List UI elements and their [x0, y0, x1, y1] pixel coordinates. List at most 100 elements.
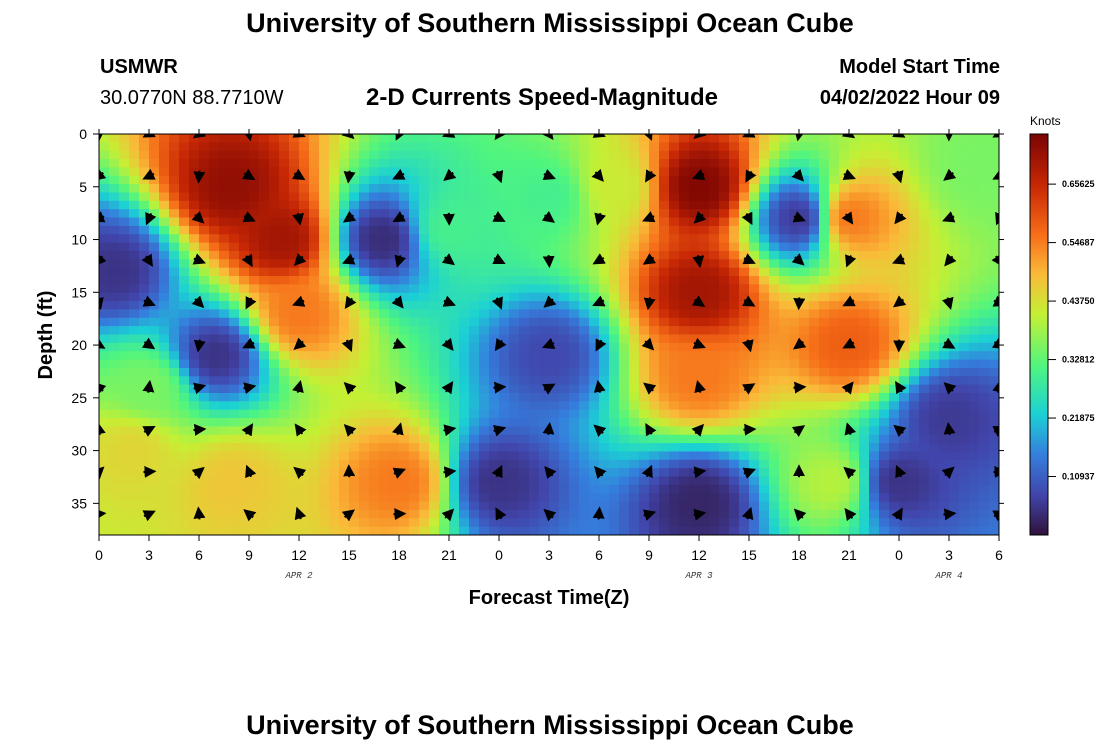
- heatmap-cell: [369, 250, 380, 260]
- current-vector-arrow: [842, 295, 856, 307]
- heatmap-cell: [559, 167, 570, 177]
- heatmap-cell: [749, 175, 760, 185]
- heatmap-cell: [719, 250, 730, 260]
- heatmap-cell: [249, 276, 260, 285]
- heatmap-cell: [679, 459, 690, 469]
- heatmap-cell: [889, 451, 900, 461]
- heatmap-cell: [969, 134, 980, 143]
- heatmap-cell: [859, 434, 870, 444]
- current-vector-arrow: [394, 254, 407, 268]
- heatmap-cell: [459, 476, 470, 486]
- heatmap-cell: [99, 301, 110, 311]
- heatmap-cell: [269, 367, 280, 377]
- heatmap-cell: [679, 493, 690, 503]
- heatmap-cell: [229, 284, 240, 294]
- heatmap-cell: [529, 192, 540, 202]
- heatmap-cell: [929, 250, 940, 260]
- heatmap-cell: [679, 142, 690, 152]
- heatmap-cell: [629, 359, 640, 369]
- heatmap-cell: [779, 392, 790, 402]
- current-vector-arrow: [294, 423, 307, 437]
- heatmap-cell: [669, 326, 680, 336]
- heatmap-cell: [309, 234, 320, 244]
- heatmap-cell: [679, 351, 690, 361]
- heatmap-cell: [849, 150, 860, 160]
- heatmap-cell: [559, 459, 570, 469]
- heatmap-cell: [269, 309, 280, 319]
- heatmap-cell: [639, 192, 650, 202]
- heatmap-cell: [989, 451, 999, 461]
- heatmap-cell: [449, 192, 460, 202]
- heatmap-cell: [489, 351, 500, 361]
- heatmap-cell: [139, 192, 150, 202]
- heatmap-cell: [329, 142, 340, 152]
- heatmap-cell: [209, 184, 220, 194]
- heatmap-cell: [429, 276, 440, 285]
- heatmap-cell: [489, 409, 500, 419]
- heatmap-cell: [529, 376, 540, 386]
- heatmap-cell: [979, 384, 990, 394]
- current-vector-arrow: [842, 337, 856, 349]
- heatmap-cell: [749, 242, 760, 252]
- heatmap-cell: [729, 493, 740, 503]
- heatmap-cell: [969, 225, 980, 235]
- heatmap-cell: [779, 326, 790, 336]
- heatmap-cell: [479, 334, 490, 344]
- heatmap-cell: [609, 184, 620, 194]
- heatmap-cell: [919, 351, 930, 361]
- heatmap-cell: [739, 476, 750, 486]
- heatmap-cell: [379, 167, 390, 177]
- heatmap-cell: [169, 418, 180, 427]
- heatmap-cell: [599, 476, 610, 486]
- heatmap-cell: [829, 217, 840, 227]
- heatmap-cell: [759, 159, 770, 169]
- heatmap-cell: [819, 192, 830, 202]
- heatmap-cell: [379, 418, 390, 427]
- heatmap-cell: [169, 434, 180, 444]
- heatmap-cell: [729, 418, 740, 427]
- heatmap-cell: [119, 192, 130, 202]
- heatmap-cell: [269, 225, 280, 235]
- heatmap-cell: [309, 292, 320, 302]
- heatmap-cell: [839, 376, 850, 386]
- heatmap-cell: [619, 359, 630, 369]
- heatmap-cell: [329, 184, 340, 194]
- heatmap-cell: [509, 351, 520, 361]
- heatmap-cell: [989, 351, 999, 361]
- heatmap-cell: [179, 526, 190, 535]
- heatmap-cell: [629, 200, 640, 210]
- heatmap-cell: [599, 309, 610, 319]
- heatmap-cell: [729, 526, 740, 535]
- model-start-time: 04/02/2022 Hour 09: [819, 87, 1000, 109]
- heatmap-cell: [819, 301, 830, 311]
- heatmap-cell: [819, 242, 830, 252]
- current-vector-arrow: [643, 382, 657, 395]
- heatmap-cell: [119, 217, 130, 227]
- current-vector-arrow: [142, 134, 156, 138]
- heatmap-cell: [879, 334, 890, 344]
- heatmap-cell: [439, 184, 450, 194]
- heatmap-cell: [209, 493, 220, 503]
- heatmap-cell: [289, 501, 300, 511]
- heatmap-cell: [669, 317, 680, 327]
- heatmap-cell: [679, 225, 690, 235]
- heatmap-cell: [699, 309, 710, 319]
- heatmap-cell: [579, 509, 590, 519]
- heatmap-cell: [449, 409, 460, 419]
- heatmap-cell: [249, 209, 260, 219]
- current-vector-arrow: [392, 168, 406, 180]
- heatmap-cell: [389, 376, 400, 386]
- heatmap-cell: [629, 509, 640, 519]
- heatmap-cell: [319, 150, 330, 160]
- heatmap-cell: [749, 200, 760, 210]
- colorbar-tick-label: 0.32812: [1062, 355, 1095, 365]
- heatmap-cell: [899, 242, 910, 252]
- heatmap-cell: [729, 192, 740, 202]
- heatmap-cell: [919, 359, 930, 369]
- heatmap-cell: [179, 242, 190, 252]
- heatmap-cell: [869, 242, 880, 252]
- heatmap-cell: [559, 175, 570, 185]
- heatmap-cell: [189, 225, 200, 235]
- heatmap-cell: [759, 309, 770, 319]
- heatmap-cell: [809, 376, 820, 386]
